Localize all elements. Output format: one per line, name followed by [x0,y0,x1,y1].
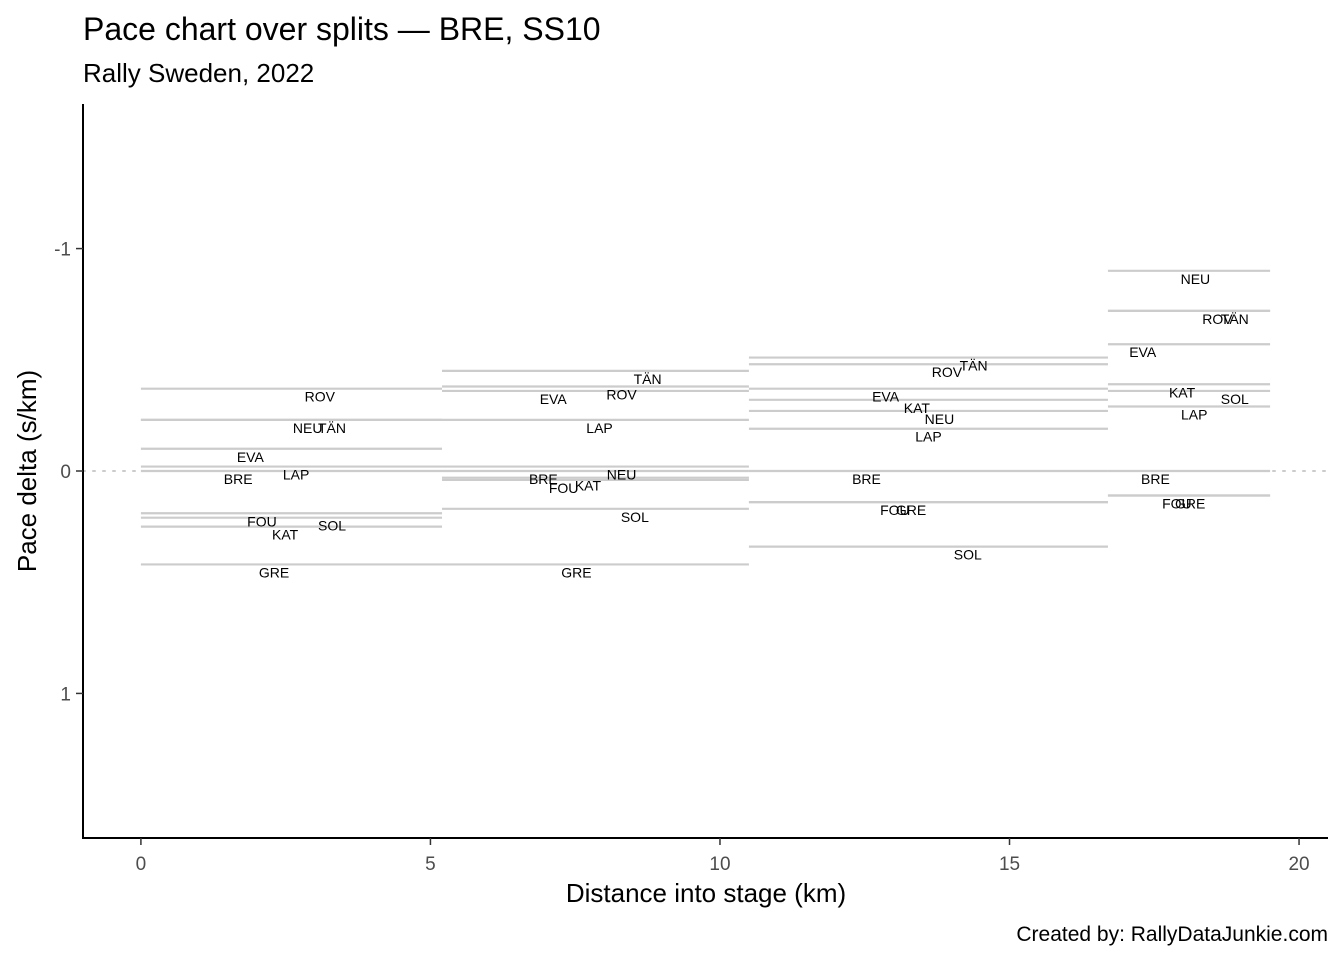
driver-label-kat-split-2: KAT [575,478,602,494]
y-axis-title: Pace delta (s/km) [12,370,42,572]
driver-label-rov-split-4: ROV [1202,311,1233,327]
driver-label-fou-split-3: FOU [880,502,910,518]
x-tick-label: 10 [709,854,730,875]
driver-label-bre-split-4: BRE [1141,471,1170,487]
x-tick-label: 5 [425,854,436,875]
driver-label-gre-split-3: GRE [896,502,926,518]
driver-label-kat-split-4: KAT [1169,384,1196,400]
driver-label-sol-split-3: SOL [954,547,982,563]
driver-label-fou-split-4: FOU [1162,495,1192,511]
driver-label-gre-split-4: GRE [1175,495,1205,511]
driver-label-gre-split-2: GRE [561,564,591,580]
driver-label-bre-split-2: BRE [529,471,558,487]
driver-label-tän-split-2: TÄN [634,371,662,387]
x-tick-label: 15 [999,854,1020,875]
driver-label-sol-split-4: SOL [1221,391,1249,407]
driver-label-sol-split-2: SOL [621,509,649,525]
driver-label-eva-split-1: EVA [237,449,265,465]
driver-label-lap-split-2: LAP [586,420,612,436]
y-tick-label: 1 [60,684,71,705]
driver-label-sol-split-1: SOL [318,518,346,534]
chart-title: Pace chart over splits — BRE, SS10 [83,11,601,47]
x-axis-title: Distance into stage (km) [566,878,846,908]
driver-label-neu-split-3: NEU [925,411,955,427]
driver-label-eva-split-3: EVA [872,389,900,405]
driver-label-eva-split-4: EVA [1129,344,1157,360]
driver-label-lap-split-3: LAP [915,429,941,445]
driver-label-lap-split-4: LAP [1181,406,1207,422]
driver-label-tän-split-4: TÄN [1221,311,1249,327]
split-segments [140,269,1271,566]
driver-label-eva-split-2: EVA [540,391,568,407]
driver-label-rov-split-3: ROV [932,364,963,380]
y-axis-ticks: -1 0 1 [54,240,83,705]
driver-label-rov-split-1: ROV [305,389,336,405]
y-tick-label: -1 [54,240,71,261]
y-tick-label: 0 [60,462,71,483]
x-tick-label: 20 [1288,854,1309,875]
driver-label-tän-split-1: TÄN [318,420,346,436]
driver-label-gre-split-1: GRE [259,564,289,580]
driver-label-fou-split-1: FOU [247,513,277,529]
x-tick-label: 0 [136,854,147,875]
driver-label-kat-split-1: KAT [272,527,299,543]
chart-subtitle: Rally Sweden, 2022 [83,58,314,88]
driver-label-fou-split-2: FOU [549,480,579,496]
driver-label-lap-split-1: LAP [283,467,309,483]
driver-label-bre-split-3: BRE [852,471,881,487]
driver-label-kat-split-3: KAT [904,400,931,416]
driver-label-neu-split-2: NEU [607,467,637,483]
driver-label-neu-split-1: NEU [293,420,323,436]
driver-label-neu-split-4: NEU [1181,271,1211,287]
chart-caption: Created by: RallyDataJunkie.com [1016,923,1328,946]
driver-label-rov-split-2: ROV [606,386,637,402]
driver-label-bre-split-1: BRE [224,471,253,487]
driver-label-tän-split-3: TÄN [960,358,988,374]
x-axis-ticks: 0 5 10 15 20 [136,838,1310,875]
